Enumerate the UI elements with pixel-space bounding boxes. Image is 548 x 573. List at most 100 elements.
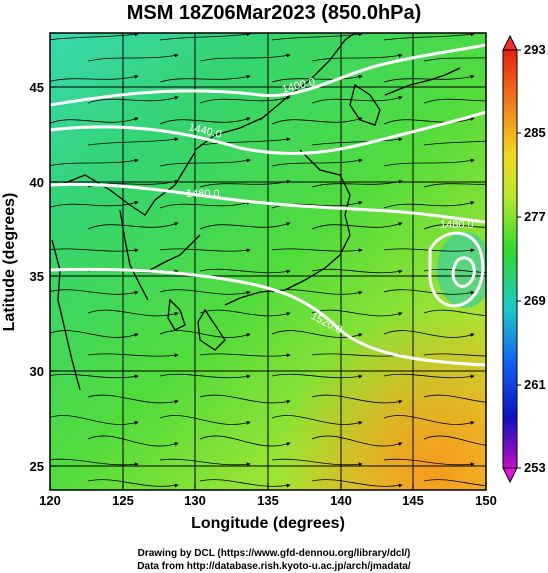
- streamline: [383, 373, 475, 379]
- streamline: [271, 248, 363, 253]
- streamline: [271, 158, 363, 167]
- streamline: [311, 435, 403, 447]
- streamline: [423, 98, 486, 104]
- x-tick-label: 135: [257, 493, 279, 508]
- streamline: [271, 415, 363, 425]
- streamline: [383, 33, 475, 41]
- streamline: [159, 33, 251, 41]
- colorbar-max-triangle: [502, 34, 518, 51]
- colorbar-tick-label: 269: [524, 293, 546, 308]
- streamline: [199, 53, 291, 62]
- streamline: [199, 268, 291, 274]
- streamline: [87, 435, 179, 447]
- contour-label: 1480.0: [186, 188, 220, 200]
- streamline: [311, 268, 403, 274]
- streamline: [311, 222, 403, 230]
- streamline: [423, 57, 486, 62]
- y-tick-label: 35: [30, 269, 44, 284]
- streamline: [311, 309, 403, 317]
- streamline: [383, 289, 475, 295]
- contour-label: 1480.0: [440, 219, 474, 231]
- y-tick-label: 40: [30, 175, 44, 190]
- streamline: [87, 222, 179, 230]
- streamline: [271, 373, 363, 379]
- streamline: [271, 74, 363, 83]
- streamline: [50, 33, 139, 41]
- streamline: [199, 394, 291, 404]
- streamline: [50, 158, 139, 167]
- streamline: [311, 53, 403, 62]
- streamline: [159, 373, 251, 379]
- streamline: [423, 479, 486, 487]
- streamline: [87, 137, 179, 146]
- streamline: [271, 117, 363, 125]
- x-tick-label: 125: [112, 493, 134, 508]
- streamline: [50, 117, 139, 124]
- streamline: [50, 458, 139, 467]
- y-tick-labels: 25 30 35 40 45: [30, 80, 44, 474]
- streamline: [199, 353, 291, 358]
- y-axis-label: Latitude (degrees): [1, 193, 18, 332]
- streamline: [311, 479, 403, 488]
- streamline: [50, 289, 139, 295]
- streamline: [87, 353, 179, 358]
- colorbar-scale: [502, 49, 518, 469]
- streamline: [159, 289, 251, 295]
- streamline: [423, 268, 486, 273]
- streamline: [159, 158, 251, 167]
- streamline: [159, 74, 251, 83]
- streamline: [311, 394, 403, 404]
- streamline: [423, 353, 486, 357]
- streamline: [50, 248, 139, 253]
- x-tick-label: 120: [39, 493, 61, 508]
- streamline: [311, 137, 403, 146]
- streamline: [50, 415, 139, 425]
- streamline: [159, 117, 251, 125]
- streamline: [311, 353, 403, 358]
- streamline: [159, 248, 251, 253]
- x-tick-label: 130: [184, 493, 206, 508]
- streamline: [199, 179, 291, 188]
- streamline: [159, 415, 251, 425]
- streamline: [159, 458, 251, 467]
- streamline: [423, 224, 486, 230]
- streamline: [50, 373, 139, 379]
- colorbar-tick-label: 293: [524, 42, 546, 57]
- streamline: [383, 117, 475, 125]
- streamline: [423, 140, 486, 146]
- streamline: [383, 330, 475, 338]
- colorbar-tick-label: 253: [524, 460, 546, 475]
- streamline: [311, 179, 403, 188]
- streamline: [50, 201, 139, 208]
- colorbar: 293 285 277 269 261 253: [502, 34, 546, 484]
- drawing-credit: Drawing by DCL (https://www.gfd-dennou.o…: [137, 548, 411, 559]
- streamline: [87, 394, 179, 404]
- streamline: [199, 222, 291, 230]
- streamline: [311, 96, 403, 104]
- streamline: [383, 415, 475, 425]
- streamline: [423, 183, 486, 188]
- streamline: [383, 201, 475, 209]
- streamline: [87, 96, 179, 104]
- cold-eddy: [437, 232, 486, 308]
- graticule: [50, 33, 486, 490]
- coastlines: [51, 33, 461, 391]
- streamline: [383, 248, 475, 253]
- streamline: [199, 309, 291, 317]
- colorbar-tick-label: 261: [524, 377, 546, 392]
- streamline: [199, 96, 291, 104]
- plot-area: 1400.0 1440.0 1480.0 1480.0 1520.0: [50, 33, 486, 490]
- streamline: [271, 458, 363, 467]
- axis-ticks: [49, 86, 487, 490]
- streamline: [383, 74, 475, 83]
- y-tick-label: 30: [30, 364, 44, 379]
- height-contours: [50, 43, 486, 367]
- streamline: [50, 330, 139, 338]
- colorbar-min-triangle: [502, 467, 518, 484]
- streamline: [383, 458, 475, 467]
- map-title: MSM 18Z06Mar2023 (850.0hPa): [126, 2, 422, 24]
- streamline: [159, 201, 251, 209]
- x-axis-label: Longitude (degrees): [191, 515, 345, 532]
- streamline: [199, 435, 291, 447]
- x-tick-label: 140: [330, 493, 352, 508]
